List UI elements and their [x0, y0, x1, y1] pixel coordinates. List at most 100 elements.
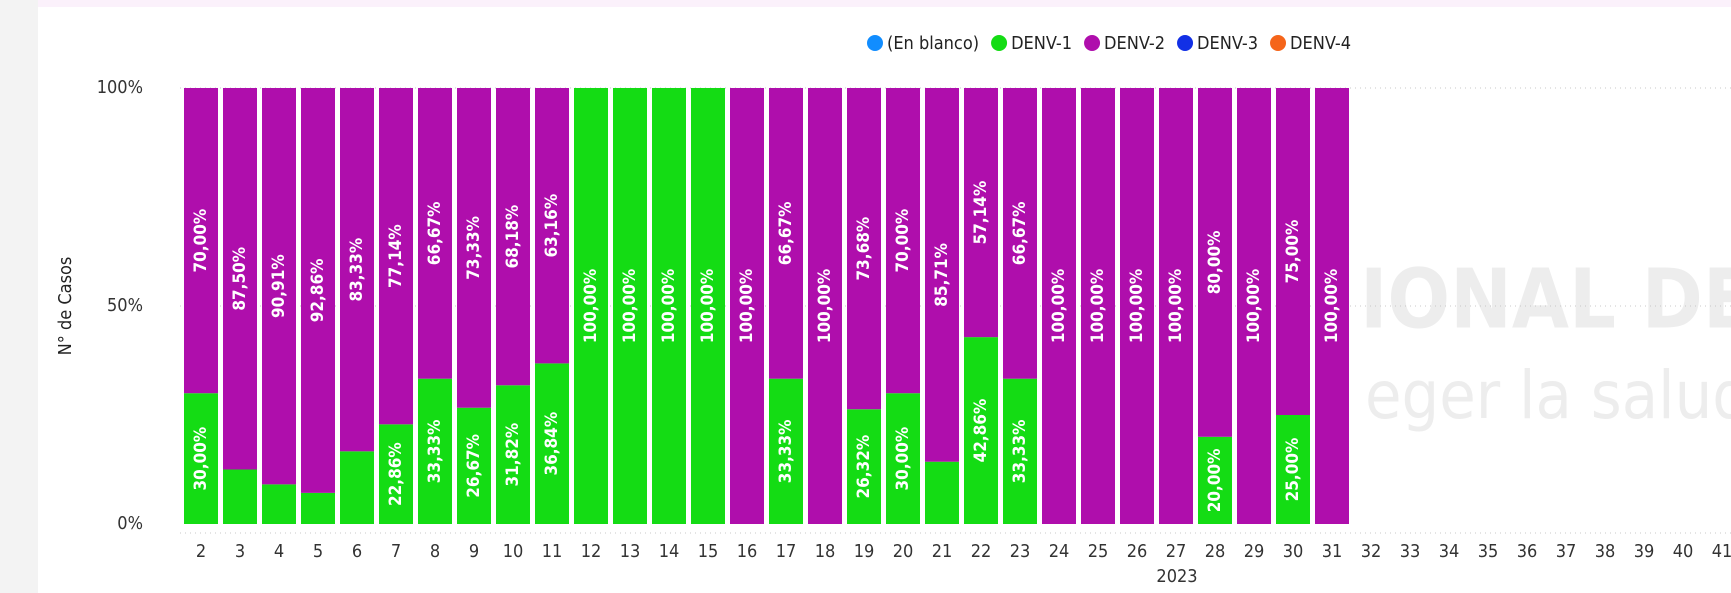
legend-marker	[991, 35, 1008, 51]
bar-segment	[1237, 88, 1271, 524]
bar-segment	[262, 484, 296, 524]
bar-segment	[535, 363, 569, 524]
data-label: 57,14%	[971, 181, 991, 245]
x-tick-label: 12	[581, 541, 602, 562]
data-label: 20,00%	[1205, 449, 1225, 513]
bar-segment	[886, 393, 920, 524]
bar-segment	[1315, 88, 1349, 524]
legend-label: DENV-2	[1104, 33, 1165, 54]
x-tick-label: 8	[430, 541, 440, 562]
data-label: 73,68%	[854, 217, 874, 281]
data-label: 66,67%	[1010, 201, 1030, 265]
x-tick-label: 31	[1322, 541, 1343, 562]
data-label: 33,33%	[776, 419, 796, 483]
x-tick-label: 13	[620, 541, 641, 562]
x-tick-label: 32	[1361, 541, 1382, 562]
bar-segment	[613, 88, 647, 524]
data-label: 22,86%	[386, 442, 406, 506]
data-label: 100,00%	[1322, 269, 1342, 343]
bar-segment	[223, 88, 257, 470]
bar-segment	[262, 88, 296, 485]
bar-segment	[223, 469, 257, 524]
bar-segment	[535, 88, 569, 364]
top-border	[38, 0, 1731, 7]
legend-label: (En blanco)	[887, 33, 979, 54]
x-tick-label: 39	[1634, 541, 1655, 562]
bar-segment	[730, 88, 764, 524]
bar-segment	[457, 407, 491, 524]
bar-segment	[340, 451, 374, 524]
bar-segment	[847, 88, 881, 410]
bar-segment	[418, 88, 452, 379]
bar-segment	[1159, 88, 1193, 524]
bar-segment	[457, 88, 491, 408]
data-label: 73,33%	[464, 216, 484, 280]
x-tick-label: 28	[1205, 541, 1226, 562]
x-tick-label: 26	[1127, 541, 1148, 562]
bar-segment	[184, 88, 218, 394]
data-label: 87,50%	[230, 247, 250, 311]
x-tick-label: 4	[274, 541, 284, 562]
bar-segment	[301, 88, 335, 493]
data-label: 100,00%	[659, 269, 679, 343]
bar-segment	[184, 393, 218, 524]
data-label: 70,00%	[191, 209, 211, 273]
data-label: 100,00%	[737, 269, 757, 343]
x-axis-title: 2023	[1156, 566, 1197, 587]
bar-segment	[652, 88, 686, 524]
x-tick-label: 38	[1595, 541, 1616, 562]
data-label: 100,00%	[1049, 269, 1069, 343]
bar-segment	[1042, 88, 1076, 524]
x-tick-label: 23	[1010, 541, 1031, 562]
data-label: 33,33%	[1010, 419, 1030, 483]
bar-segment	[769, 88, 803, 379]
bar-segment	[418, 378, 452, 524]
x-tick-label: 19	[854, 541, 875, 562]
bar-segment	[301, 492, 335, 524]
bar-segment	[340, 88, 374, 452]
x-tick-label: 7	[391, 541, 401, 562]
data-label: 30,00%	[191, 427, 211, 491]
x-tick-label: 11	[542, 541, 563, 562]
x-tick-label: 41	[1712, 541, 1731, 562]
y-tick-label: 100%	[97, 77, 143, 98]
watermark: IONAL DE eger la salud”	[1360, 252, 1731, 434]
x-tick-label: 14	[659, 541, 680, 562]
bar-segment	[925, 461, 959, 524]
data-label: 80,00%	[1205, 231, 1225, 295]
x-tick-label: 20	[893, 541, 914, 562]
data-label: 31,82%	[503, 423, 523, 487]
data-label: 36,84%	[542, 412, 562, 476]
bar-segment	[1081, 88, 1115, 524]
legend-label: DENV-3	[1197, 33, 1258, 54]
legend-marker	[1270, 35, 1287, 51]
legend-marker	[1177, 35, 1194, 51]
watermark-text: eger la salud”	[1365, 357, 1731, 434]
bar-segment	[925, 88, 959, 462]
data-label: 26,32%	[854, 435, 874, 499]
side-panel	[0, 0, 38, 593]
x-tick-label: 35	[1478, 541, 1499, 562]
data-label: 26,67%	[464, 434, 484, 498]
bar-segment	[496, 88, 530, 386]
bar-segment	[691, 88, 725, 524]
x-tick-label: 30	[1283, 541, 1304, 562]
legend-label: DENV-1	[1011, 33, 1072, 54]
x-tick-label: 6	[352, 541, 362, 562]
x-tick-label: 9	[469, 541, 479, 562]
x-tick-label: 3	[235, 541, 245, 562]
x-tick-label: 25	[1088, 541, 1109, 562]
y-tick-label: 50%	[107, 295, 143, 316]
data-label: 90,91%	[269, 254, 289, 318]
data-label: 100,00%	[698, 269, 718, 343]
bar-segment	[964, 88, 998, 338]
data-label: 42,86%	[971, 399, 991, 463]
data-label: 63,16%	[542, 194, 562, 258]
bar-segment	[886, 88, 920, 394]
x-tick-label: 15	[698, 541, 719, 562]
bar-segment	[496, 385, 530, 524]
data-label: 100,00%	[581, 269, 601, 343]
data-label: 100,00%	[815, 269, 835, 343]
